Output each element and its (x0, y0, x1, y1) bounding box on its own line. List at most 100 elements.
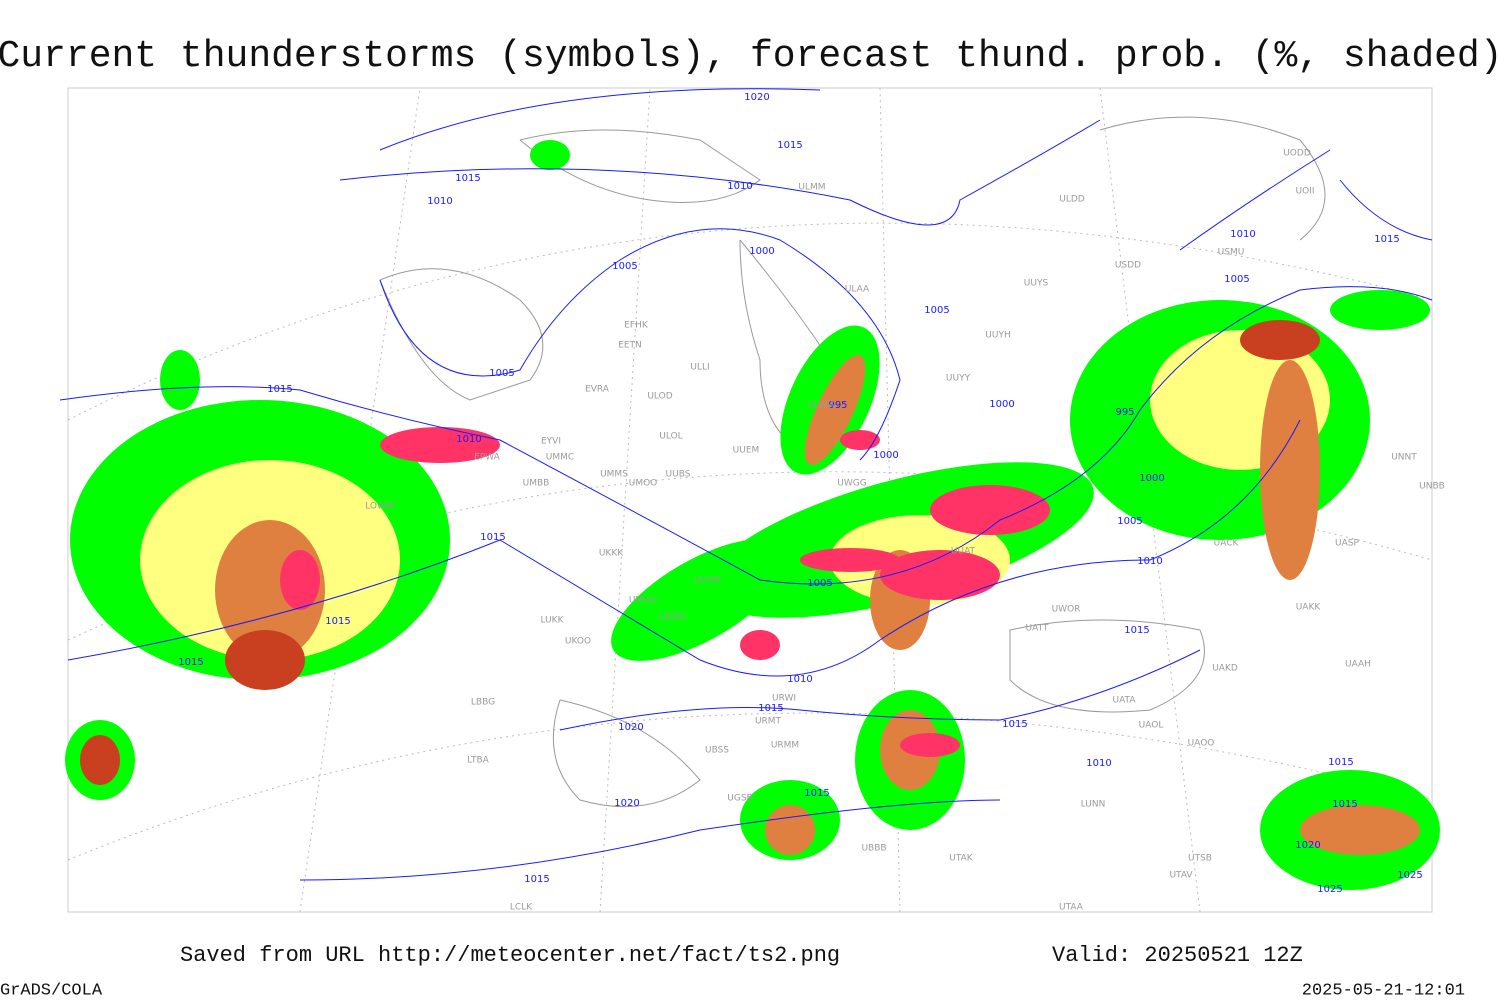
station-label: UMGG (629, 596, 657, 606)
timestamp: 2025-05-21-12:01 (1302, 981, 1465, 1000)
station-label: UKKK (599, 549, 624, 559)
isobar-label: 1010 (1230, 229, 1255, 240)
station-label: LBBG (471, 698, 495, 708)
station-label: ULLI (690, 363, 709, 373)
station-label: URWI (772, 694, 796, 704)
station-label: LUNN (1081, 800, 1106, 810)
station-label: UUYY (946, 374, 971, 384)
station-label: EETN (618, 341, 642, 351)
source-url: Saved from URL http://meteocenter.net/fa… (180, 943, 840, 968)
station-label: UUOB (694, 576, 720, 586)
isobar-label: 1015 (455, 173, 480, 184)
station-label: EYVI (541, 437, 561, 447)
station-label: UMBB (523, 479, 550, 489)
station-label: UTAK (949, 854, 974, 864)
thunderstorm-symbols (280, 427, 1050, 757)
isobar-label: 1010 (1137, 556, 1162, 567)
station-label: UATT (1026, 624, 1049, 634)
station-label: UUYS (1024, 279, 1049, 289)
station-label: UAOL (1139, 721, 1164, 731)
station-label: UKDD (659, 613, 685, 623)
station-label: ULAA (845, 285, 870, 295)
isobar-label: 1020 (744, 92, 769, 103)
station-label: UUAT (951, 547, 976, 557)
isobar-label: 1005 (1224, 274, 1249, 285)
isobar-label: 1020 (614, 798, 639, 809)
station-label: UMOO (629, 479, 658, 489)
station-label: UTSB (1188, 854, 1212, 864)
isobar-label: 1005 (489, 368, 514, 379)
isobar-label: 1015 (1124, 625, 1149, 636)
station-label: UAKK (1296, 603, 1322, 613)
isobar-label: 1015 (267, 384, 292, 395)
isobar-label: 1015 (325, 616, 350, 627)
isobar-label: 1015 (524, 874, 549, 885)
isobar-label: 1010 (456, 434, 481, 445)
map-labels: 1020 1015 1015 1010 1010 1000 1005 1005 1005 1005… (178, 92, 1445, 913)
station-label: URMT (755, 717, 782, 727)
station-label: UODD (1283, 149, 1311, 159)
valid-time: Valid: 20250521 12Z (1052, 943, 1303, 968)
isobar-label: 1005 (612, 261, 637, 272)
station-label: UBBB (861, 844, 886, 854)
thunder-probability-shading (65, 140, 1440, 890)
station-label: USDD (1115, 261, 1141, 271)
station-label: UKOO (565, 637, 591, 647)
isobar-label: 1015 (758, 703, 783, 714)
station-label: UAAH (1345, 660, 1371, 670)
isobar-label: 1020 (1295, 840, 1320, 851)
station-label: EFHK (624, 321, 649, 331)
station-label: UUYH (985, 331, 1010, 341)
isobar-label: 1015 (178, 657, 203, 668)
coastlines (379, 116, 1326, 808)
isobar-label: 1025 (1397, 870, 1422, 881)
station-label: UOII (1296, 187, 1315, 197)
isobar-label: 1015 (804, 788, 829, 799)
station-label: UWOR (1052, 605, 1081, 615)
isobar-label: 1015 (777, 140, 802, 151)
isobar-label: 995 (1115, 407, 1134, 418)
isobar-label: 1005 (924, 305, 949, 316)
isobar-label: 1015 (1002, 719, 1027, 730)
station-label: ULMM (798, 183, 825, 193)
isobar-label: 1015 (1374, 234, 1399, 245)
isobar-label: 1000 (873, 450, 898, 461)
isobar-label: 995 (828, 400, 847, 411)
station-label: EVRA (585, 385, 610, 395)
isobar-label: 1025 (1317, 884, 1342, 895)
station-label: EPWA (474, 453, 501, 463)
station-label: UUBS (666, 470, 691, 480)
station-label: LOWW (365, 502, 395, 512)
station-label: UAOO (1188, 739, 1215, 749)
station-label: LCLK (510, 903, 533, 913)
station-label: UWGG (837, 479, 866, 489)
isobar-label: 1000 (989, 399, 1014, 410)
isobar-label: 1000 (1139, 473, 1164, 484)
station-label: URMM (771, 741, 799, 751)
isobar-label: 1005 (807, 578, 832, 589)
station-label: UUEM (733, 446, 760, 456)
station-label: UATA (1112, 696, 1136, 706)
isobar-label: 1020 (618, 722, 643, 733)
station-label: UMMS (600, 470, 628, 480)
station-label: UBSS (705, 746, 729, 756)
station-label: UMMC (546, 453, 574, 463)
isobar-label: 1010 (787, 674, 812, 685)
isobar-label: 1010 (727, 181, 752, 192)
station-label: LUKK (541, 616, 565, 626)
station-label: UNNT (1391, 453, 1417, 463)
title: Current thunderstorms (symbols), forecas… (0, 35, 1500, 78)
isobar-label: 1000 (749, 246, 774, 257)
software: GrADS/COLA (0, 981, 103, 1000)
station-label: UNBB (1419, 482, 1445, 492)
isobars (59, 88, 1433, 881)
isobar-label: 1015 (1328, 757, 1353, 768)
station-label: UGSB (727, 794, 752, 804)
station-label: UASP (1335, 539, 1359, 549)
isobar-label: 1005 (1117, 516, 1142, 527)
station-label: USMU (1218, 248, 1245, 258)
station-label: LTBA (467, 756, 489, 766)
station-label: ULOD (647, 392, 672, 402)
